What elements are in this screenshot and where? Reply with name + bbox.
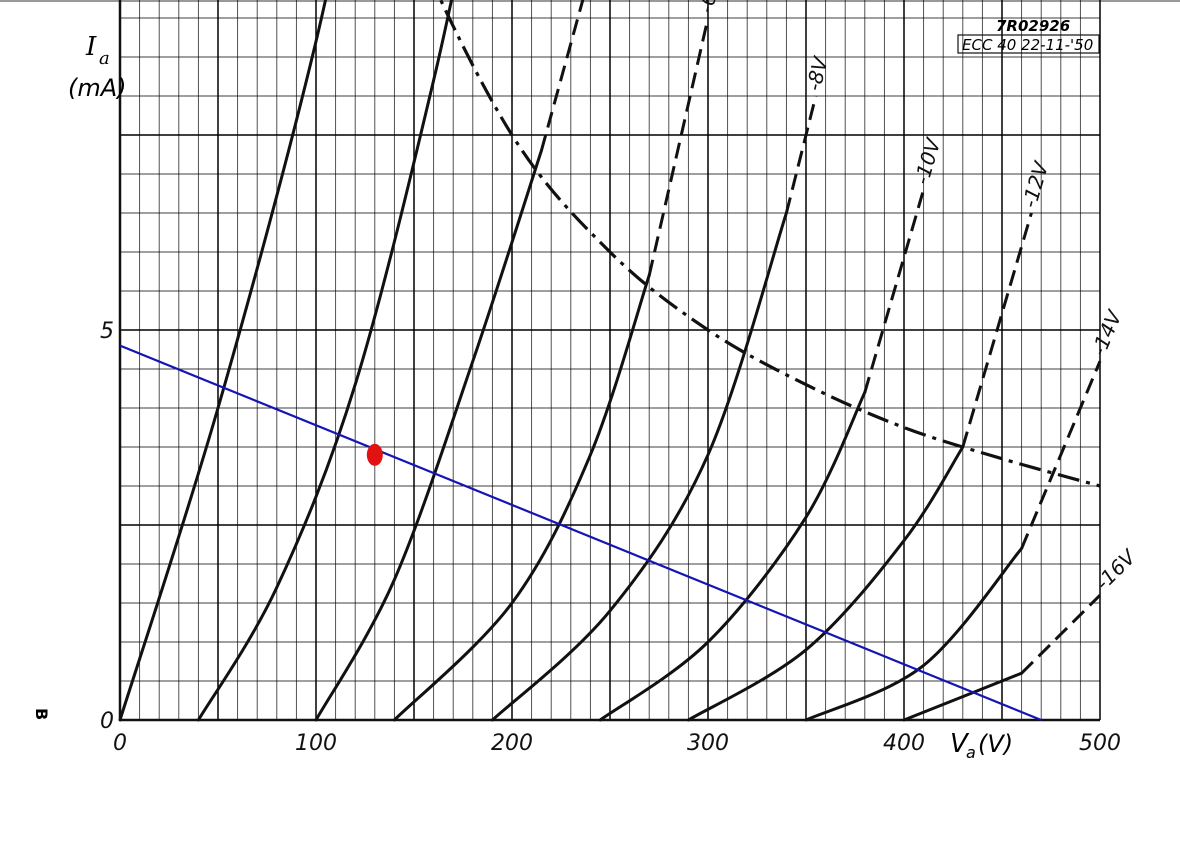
stamp-box (957, 34, 1100, 54)
curve-14v-extension (1020, 360, 1102, 549)
y-axis-unit: (mA) (68, 74, 127, 102)
curve-6v (392, 273, 651, 722)
x-axis-symbol: V (950, 729, 970, 759)
stamp-line: ECC 40 22-11-'50 (962, 36, 1093, 54)
curve-8v-extension (784, 95, 818, 214)
y-tick-label: 0 (100, 709, 114, 734)
curve-12v (686, 445, 965, 722)
chart-grid (118, 0, 1101, 722)
curve-label-10v: -10V (909, 135, 945, 187)
stamp-code: 7R02926 (996, 17, 1070, 35)
curve-2v (196, 0, 454, 722)
curve-vg-0v (118, 0, 328, 722)
x-axis-unit: (V) (978, 730, 1013, 758)
curve-4v-extension (539, 0, 585, 151)
x-tick-label: 0 (113, 731, 127, 756)
axis-tick-labels: 0100200300400500051015 (100, 319, 1121, 756)
curve-16v (902, 671, 1024, 722)
x-tick-label: 400 (883, 731, 925, 756)
dissipation-curve (438, 0, 1101, 488)
curve-14v (804, 546, 1024, 722)
load-line-group (119, 344, 1042, 722)
y-axis-symbol: I (85, 32, 97, 62)
curve-label-14v: -14V (1086, 306, 1127, 359)
curve-16v-extension (1020, 594, 1102, 675)
curve-12v-extension (961, 212, 1033, 448)
curve-10v (598, 390, 867, 722)
x-tick-label: 300 (687, 731, 729, 756)
x-tick-label: 100 (295, 731, 337, 756)
curve-6v-extension (647, 17, 710, 276)
curve-8v (490, 211, 788, 722)
x-axis-subscript: a (966, 743, 976, 762)
x-tick-label: 200 (491, 731, 533, 756)
y-axis-subscript: a (99, 48, 110, 69)
curve-4v (314, 149, 543, 722)
margin-mark: B (32, 708, 51, 720)
curve-label-12v: -12V (1017, 158, 1053, 210)
curve-10v-extension (863, 189, 926, 393)
load-line (119, 344, 1042, 722)
curve-labels: Vg = 0V-2V-4V-6V-8V-10V-12V-14V-16V (693, 0, 1142, 595)
curve-label-16v: -16V (1091, 544, 1142, 595)
datasheet-stamp: 7R02926 ECC 40 22-11-'50 (957, 17, 1100, 54)
curve-label-6v: -6V (693, 0, 724, 15)
y-tick-label: 5 (100, 319, 114, 344)
anode-characteristic-curves (118, 0, 1102, 722)
operating-point (366, 443, 383, 466)
dissipation-curve-group: Wa = 1.5W (438, 0, 1101, 488)
x-tick-label: 500 (1079, 731, 1121, 756)
